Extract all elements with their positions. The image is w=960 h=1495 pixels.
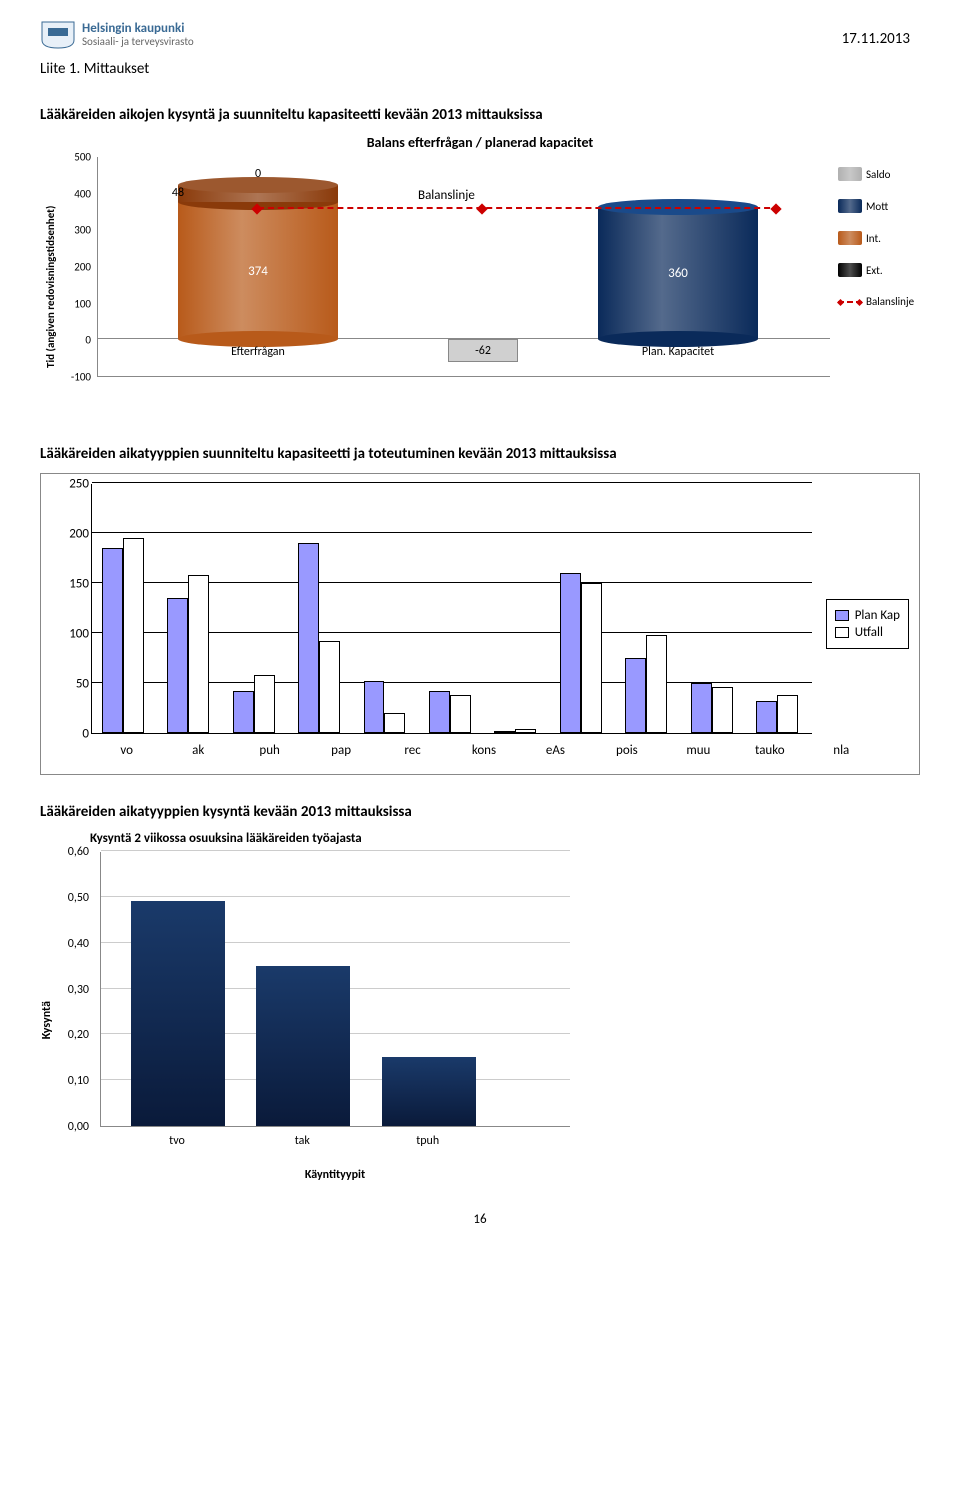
chart1-balans-text: Balanslinje <box>418 188 475 203</box>
chart1-neg-box: -62 <box>448 339 518 362</box>
chart2-bar <box>625 658 646 733</box>
chart1-bar: 360 <box>598 207 758 339</box>
chart1-ytick: 100 <box>57 297 97 310</box>
chart3-ytick: 0,20 <box>40 1028 95 1042</box>
chart2-ytick: 100 <box>51 627 89 642</box>
chart2-category: pap <box>305 743 376 758</box>
chart2-category: kons <box>448 743 519 758</box>
chart1-ytick: 200 <box>57 261 97 274</box>
chart2-ytick: 0 <box>51 727 89 742</box>
chart3-bar <box>256 966 350 1126</box>
chart1-plot: 374480Efterfrågan360Plan. Kapacitet-62Ba… <box>57 157 830 417</box>
chart2-bar <box>123 538 144 733</box>
section2-heading: Lääkäreiden aikatyyppien suunniteltu kap… <box>40 445 920 463</box>
chart2-legend-item: Plan Kap <box>835 608 900 623</box>
chart2-legend-item: Utfall <box>835 625 900 640</box>
chart1-legend-item: Mott <box>838 199 920 213</box>
chart2-bar <box>167 598 188 733</box>
chart2-container: 0 50 100 150 200 250 voakpuhpapreckonseAspoism… <box>40 473 920 775</box>
chart3-plot <box>100 852 570 1127</box>
chart2-ytick: 250 <box>51 477 89 492</box>
chart1-balans-line <box>258 207 780 209</box>
chart1-bar-value: 360 <box>598 266 758 281</box>
chart2-bar <box>364 681 385 733</box>
chart2-ytick: 50 <box>51 677 89 692</box>
chart2-bar <box>254 675 275 733</box>
chart1-ytick: 400 <box>57 187 97 200</box>
chart2-category: puh <box>234 743 305 758</box>
chart1-bar: 374480 <box>178 202 338 339</box>
chart3-ytick: 0,00 <box>40 1120 95 1134</box>
org-title: Helsingin kaupunki <box>82 22 194 36</box>
chart1-category: Plan. Kapacitet <box>598 345 758 359</box>
chart3-container: Kysyntä 2 viikossa osuuksina lääkäreiden… <box>40 831 920 1182</box>
chart3-bar <box>382 1057 476 1126</box>
chart3-ytick: 0,30 <box>40 983 95 997</box>
chart1-category: Efterfrågan <box>178 345 338 359</box>
chart2-ytick: 200 <box>51 527 89 542</box>
chart1-bar-value: 374 <box>178 264 338 279</box>
chart2-bar <box>298 543 319 733</box>
helsinki-crest-icon <box>40 20 76 50</box>
chart2-category: pois <box>591 743 662 758</box>
chart2-bar <box>102 548 123 733</box>
chart3-ytick: 0,50 <box>40 891 95 905</box>
section3-heading: Lääkäreiden aikatyyppien kysyntä kevään … <box>40 803 920 821</box>
chart3-title: Kysyntä 2 viikossa osuuksina lääkäreiden… <box>90 831 920 846</box>
chart2-bar <box>233 691 254 733</box>
chart2-bar <box>494 731 515 733</box>
chart2-category: eAs <box>520 743 591 758</box>
chart2-bar <box>319 641 340 733</box>
chart3-category: tak <box>255 1134 349 1148</box>
chart2-bar <box>756 701 777 733</box>
chart2-bar <box>712 687 733 733</box>
chart2-bar <box>560 573 581 733</box>
chart1-stack-top-value: 0 <box>178 167 338 181</box>
chart2-category: vo <box>91 743 162 758</box>
chart2-category: rec <box>377 743 448 758</box>
chart3-xaxis-label: Käyntityypit <box>100 1168 570 1182</box>
chart1-ytick: 300 <box>57 224 97 237</box>
chart1-legend: Saldo Mott Int. Ext. Balanslinje <box>830 157 920 417</box>
chart1-container: Balans efterfrågan / planerad kapacitet … <box>40 134 920 417</box>
chart1-legend-item: Saldo <box>838 167 920 181</box>
chart2-bar <box>515 729 536 733</box>
chart2-category: nla <box>806 743 877 758</box>
chart2-bar <box>646 635 667 733</box>
chart2-legend: Plan Kap Utfall <box>826 599 909 649</box>
chart1-legend-item: Balanslinje <box>838 295 920 308</box>
chart3-ytick: 0,60 <box>40 845 95 859</box>
chart3-bar <box>131 901 225 1126</box>
chart2-bar <box>188 575 209 733</box>
chart3-category: tpuh <box>381 1134 475 1148</box>
chart2-bar <box>384 713 405 733</box>
chart2-bar <box>450 695 471 733</box>
chart2-bar <box>777 695 798 733</box>
chart2-ytick: 150 <box>51 577 89 592</box>
section1-heading: Lääkäreiden aikojen kysyntä ja suunnitel… <box>40 106 920 124</box>
chart2-category: ak <box>162 743 233 758</box>
chart1-ytick: 500 <box>57 151 97 164</box>
chart2-plot: 050100150200250voakpuhpapreckonseAspoism… <box>51 484 812 764</box>
chart1-ytick: 0 <box>57 334 97 347</box>
chart2-bar <box>581 583 602 733</box>
chart2-category: tauko <box>734 743 805 758</box>
chart2-category: muu <box>663 743 734 758</box>
chart1-legend-item: Int. <box>838 231 920 245</box>
chart3-ytick: 0,10 <box>40 1074 95 1088</box>
chart1-title: Balans efterfrågan / planerad kapacitet <box>40 134 920 151</box>
chart1-legend-item: Ext. <box>838 263 920 277</box>
chart1-ytick: -100 <box>57 371 97 384</box>
chart1-stack-value: 48 <box>148 186 208 200</box>
org-subtitle: Sosiaali- ja terveysvirasto <box>82 36 194 48</box>
org-logo-block: Helsingin kaupunki Sosiaali- ja terveysv… <box>40 20 194 50</box>
chart3-ytick: 0,40 <box>40 937 95 951</box>
chart2-bar <box>429 691 450 733</box>
chart3-category: tvo <box>130 1134 224 1148</box>
chart1-yaxis-label: Tid (angiven redovisningstidsenhet) <box>40 157 57 417</box>
attachment-label: Liite 1. Mittaukset <box>40 60 194 78</box>
chart2-bar <box>691 683 712 733</box>
document-date: 17.11.2013 <box>842 30 910 48</box>
page-number: 16 <box>40 1212 920 1227</box>
